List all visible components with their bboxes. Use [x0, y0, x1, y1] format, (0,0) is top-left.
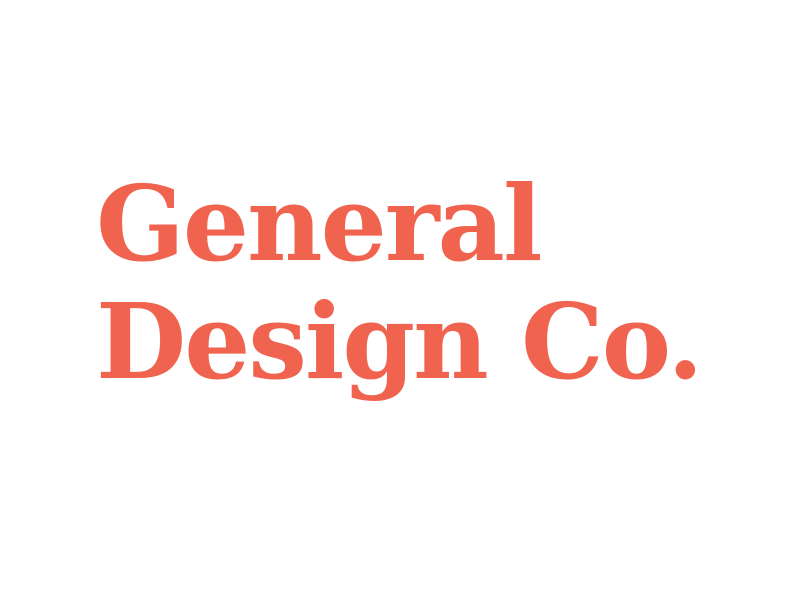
company-wordmark: General Design Co.	[96, 162, 703, 403]
wordmark-line-2: Design Co.	[96, 280, 703, 403]
wordmark-line-1: General	[96, 162, 542, 285]
